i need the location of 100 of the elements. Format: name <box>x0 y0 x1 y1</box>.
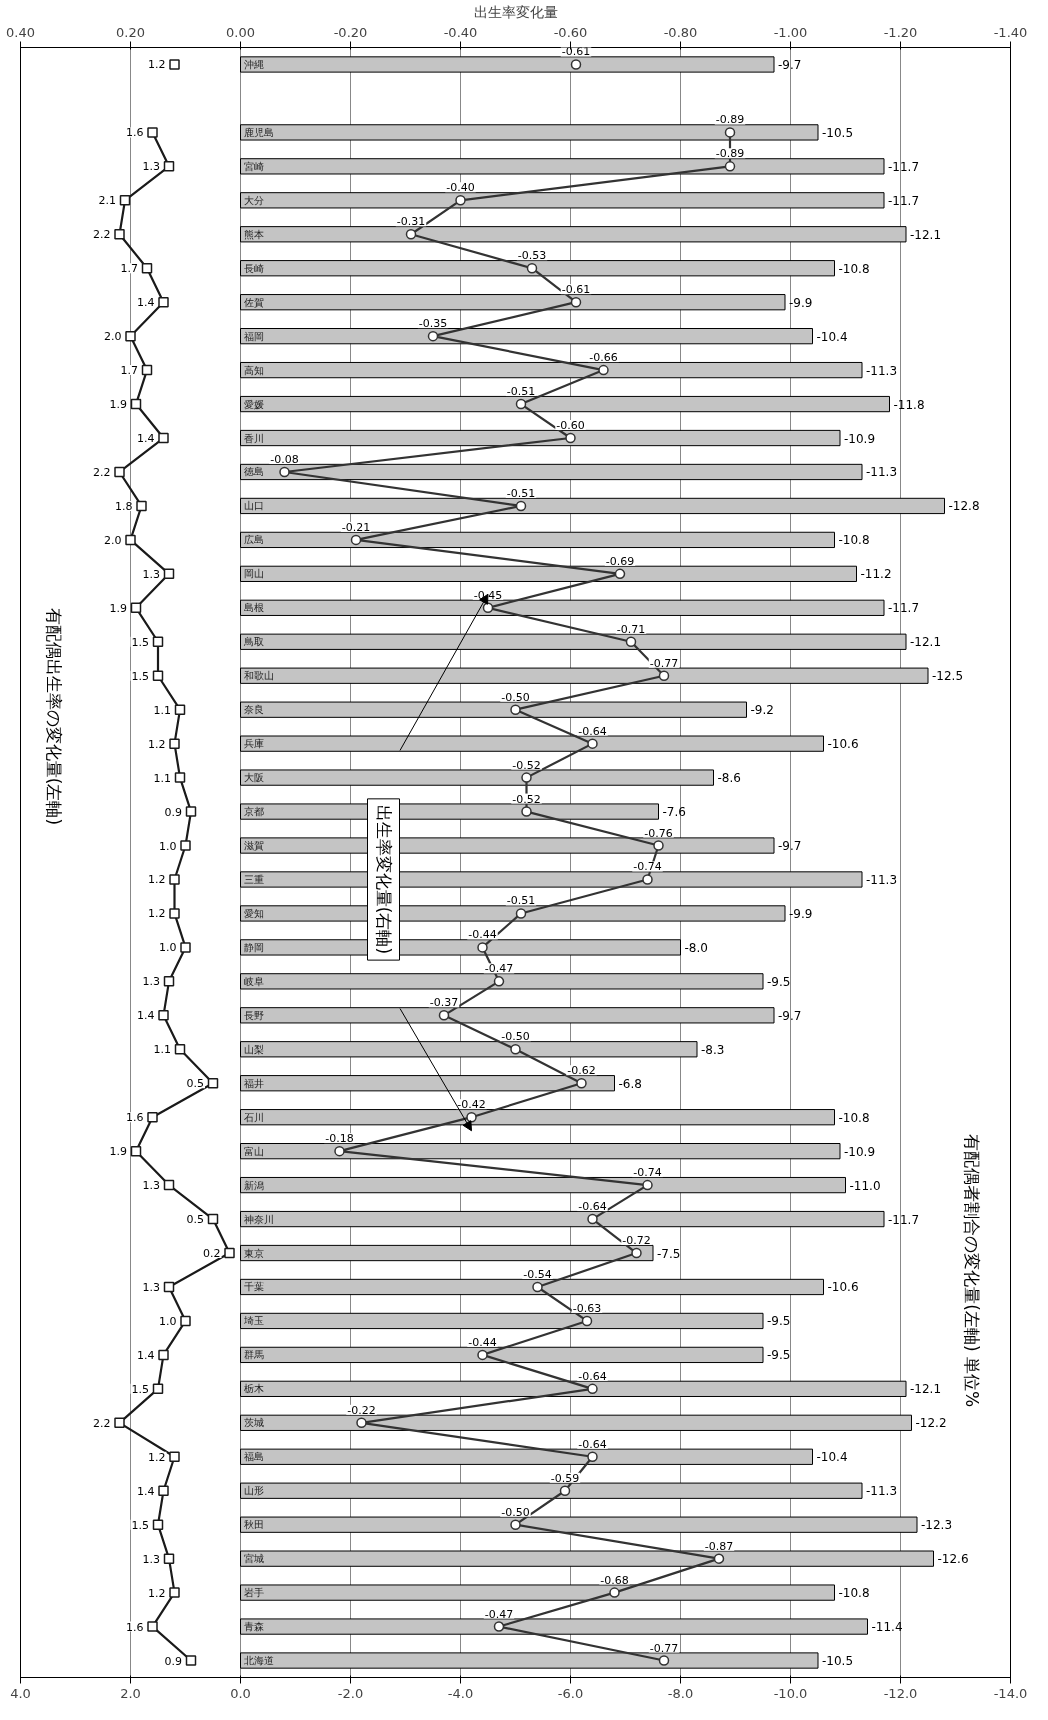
y-tick-label: 奈良 <box>243 704 264 716</box>
data-label: -0.66 <box>589 351 618 365</box>
y-tick-label: 大阪 <box>243 772 264 784</box>
point <box>152 1383 164 1395</box>
data-label: -12.1 <box>910 1382 942 1397</box>
y-tick-label: 茨城 <box>243 1417 264 1429</box>
point <box>158 296 169 308</box>
point <box>136 500 147 512</box>
data-label: 1.1 <box>153 703 172 717</box>
point <box>724 161 736 172</box>
point <box>224 1247 235 1259</box>
point <box>521 772 532 783</box>
point <box>521 806 532 817</box>
data-label: 1.5 <box>131 1382 150 1396</box>
y-tick-label: 山形 <box>243 1485 264 1497</box>
data-label: -0.50 <box>501 690 530 704</box>
data-label: -12.8 <box>948 499 980 514</box>
data-label: -9.2 <box>750 703 774 718</box>
x2-tick-label: 0.20 <box>116 24 145 40</box>
point <box>163 976 175 987</box>
data-label: 1.5 <box>131 1518 150 1532</box>
point <box>515 908 527 919</box>
point <box>493 976 505 987</box>
x-tick-label: 4.0 <box>10 1685 31 1701</box>
data-label: -0.42 <box>457 1098 486 1112</box>
point <box>427 330 439 342</box>
y-tick-label: 鳥取 <box>242 636 264 648</box>
point <box>147 1621 158 1632</box>
point <box>625 636 637 648</box>
point <box>130 398 142 410</box>
y-tick-label: 佐賀 <box>243 296 264 308</box>
data-label: 1.9 <box>109 1145 128 1159</box>
data-label: -7.5 <box>657 1246 681 1261</box>
data-label: -11.3 <box>866 363 898 378</box>
y-tick-label: 新潟 <box>243 1179 264 1191</box>
y-tick-label: 千葉 <box>243 1281 264 1293</box>
y-tick-label: 長野 <box>243 1009 264 1021</box>
point <box>114 466 125 478</box>
data-label: -0.53 <box>517 249 547 263</box>
data-label: -0.52 <box>512 758 541 772</box>
x2-tick-label: -0.40 <box>443 24 478 40</box>
point <box>559 1485 571 1496</box>
point <box>125 534 136 546</box>
y-tick-label: 秋田 <box>243 1519 264 1531</box>
data-label: 1.4 <box>137 296 155 310</box>
y-tick-label: 青森 <box>243 1621 264 1633</box>
y-tick-label: 栃木 <box>243 1383 264 1395</box>
point <box>174 1044 186 1055</box>
data-label: 1.3 <box>142 1179 161 1193</box>
data-label: -0.44 <box>468 928 497 942</box>
point <box>334 1145 345 1157</box>
point <box>185 806 197 817</box>
y-tick-label: 岩手 <box>243 1587 264 1599</box>
point <box>477 942 488 953</box>
point <box>455 195 466 206</box>
point <box>174 772 186 783</box>
point <box>510 1519 521 1530</box>
y-tick-label: 富山 <box>243 1145 264 1157</box>
data-label: -11.3 <box>866 1484 898 1499</box>
point <box>180 840 191 851</box>
point <box>163 1553 175 1564</box>
point <box>658 670 670 681</box>
y-tick-label: 福島 <box>243 1451 264 1463</box>
point <box>158 1485 169 1496</box>
data-label: -0.31 <box>396 215 426 229</box>
data-label: -9.5 <box>767 974 791 989</box>
data-label: 1.4 <box>137 1484 155 1498</box>
data-label: -0.77 <box>649 1641 679 1655</box>
data-label: 1.0 <box>159 1314 177 1328</box>
point <box>207 1213 219 1225</box>
data-label: 1.1 <box>153 771 172 785</box>
data-label: 1.6 <box>126 1111 144 1125</box>
data-label: -0.74 <box>633 860 662 874</box>
data-label: -12.5 <box>932 669 964 684</box>
point <box>163 161 175 172</box>
point <box>279 466 290 478</box>
data-label: -0.47 <box>484 1607 514 1621</box>
y-tick-label: 静岡 <box>243 941 264 953</box>
data-label: 0.2 <box>203 1247 221 1261</box>
x2-tick-label: 0.00 <box>226 24 255 40</box>
y-tick-label: 広島 <box>243 534 264 546</box>
y-tick-label: 北海道 <box>243 1655 274 1667</box>
data-label: 2.0 <box>104 330 122 344</box>
data-label: 1.7 <box>120 262 139 276</box>
y-tick-label: 石川 <box>243 1111 264 1123</box>
data-label: -11.7 <box>888 1212 920 1227</box>
data-label: 1.2 <box>148 737 166 751</box>
data-label: -9.7 <box>778 1008 802 1023</box>
y-tick-label: 宮崎 <box>243 160 264 172</box>
data-label: 1.4 <box>137 1348 155 1362</box>
y-tick-label: 埼玉 <box>242 1315 264 1327</box>
point <box>587 1213 598 1225</box>
point <box>598 364 609 376</box>
point <box>493 1621 505 1632</box>
data-label: -10.8 <box>838 533 870 548</box>
data-label: -11.4 <box>871 1620 903 1635</box>
data-label: 1.1 <box>153 1043 172 1057</box>
data-label: -10.4 <box>816 329 848 344</box>
data-label: 1.0 <box>159 839 177 853</box>
data-label: -0.51 <box>506 894 536 908</box>
